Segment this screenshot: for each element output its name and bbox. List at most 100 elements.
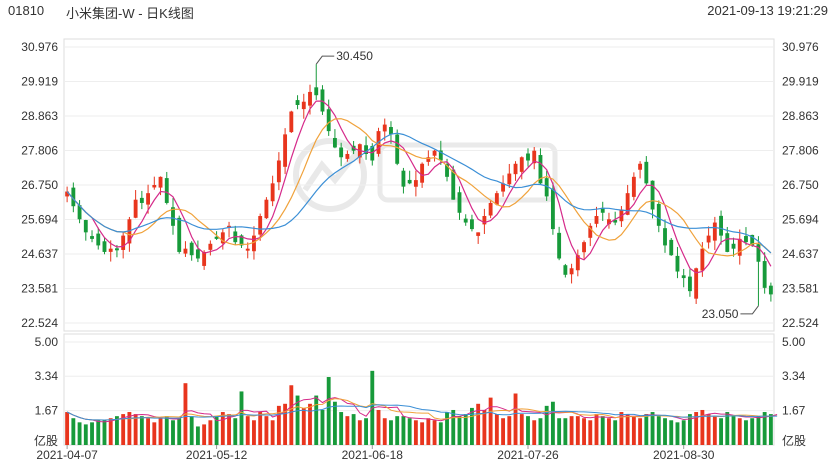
price-tick-label-left: 23.581	[21, 281, 58, 295]
volume-bar	[712, 416, 717, 445]
candle-body	[326, 109, 331, 132]
volume-bar	[295, 395, 300, 445]
candle-body	[276, 160, 281, 183]
x-tick-label: 2021-07-26	[497, 448, 559, 462]
volume-tick-label-right: 5.00	[782, 335, 806, 349]
volume-bar	[102, 420, 107, 445]
volume-bar	[301, 407, 306, 445]
candle-body	[301, 101, 306, 110]
volume-bar	[357, 420, 362, 445]
volume-bar	[744, 420, 748, 445]
volume-bar	[432, 420, 437, 445]
candle-body	[96, 233, 101, 246]
volume-bar	[189, 416, 194, 445]
price-tick-label-left: 30.976	[21, 40, 58, 54]
candle-body	[519, 157, 524, 172]
volume-bar	[345, 416, 350, 445]
candle-body	[77, 205, 82, 220]
candle-body	[494, 193, 499, 205]
x-tick-label: 2021-04-07	[36, 448, 98, 462]
volume-bar	[470, 407, 474, 445]
volume-bar	[413, 420, 418, 445]
candle-body	[395, 134, 400, 164]
volume-bar	[127, 412, 132, 445]
candle-body	[756, 244, 761, 262]
volume-bar	[351, 414, 356, 445]
volume-bar	[227, 414, 231, 445]
x-tick-label: 2021-06-18	[342, 448, 404, 462]
volume-bar	[289, 385, 294, 445]
volume-bar	[625, 414, 630, 445]
candle-body	[457, 192, 462, 213]
volume-bar	[607, 418, 611, 445]
volume-bar	[121, 414, 126, 445]
volume-bar	[550, 401, 555, 445]
candle-body	[638, 163, 643, 170]
candle-body	[588, 225, 593, 238]
volume-tick-label-left: 5.00	[35, 335, 59, 349]
volume-bar	[195, 426, 200, 445]
candle-body	[501, 183, 506, 192]
candle-body	[245, 248, 250, 251]
price-tick-label-right: 30.976	[782, 40, 819, 54]
volume-bar	[214, 416, 219, 445]
volume-bar	[177, 418, 182, 445]
candle-body	[364, 145, 368, 154]
candle-body	[550, 188, 555, 230]
volume-bar	[488, 397, 493, 445]
volume-tick-label-left: 1.67	[35, 404, 59, 418]
candle-body	[83, 220, 88, 233]
candle-body	[687, 276, 692, 292]
candle-body	[650, 180, 655, 210]
candle-body	[295, 100, 300, 105]
candle-body	[90, 236, 94, 239]
volume-bar	[283, 403, 288, 445]
annotation-low-label: 23.050	[702, 307, 739, 321]
volume-bar	[407, 418, 412, 445]
ma20-line	[66, 132, 772, 254]
candle-body	[432, 150, 437, 156]
candle-body	[115, 248, 119, 251]
volume-bar	[71, 418, 76, 445]
volume-bar	[115, 416, 119, 445]
candle-body	[488, 202, 493, 216]
candle-body	[594, 216, 599, 224]
volume-bar	[245, 416, 250, 445]
candle-body	[725, 233, 730, 252]
price-tick-label-left: 26.750	[21, 178, 58, 192]
candle-body	[557, 232, 562, 259]
candle-body	[121, 235, 126, 250]
volume-bar	[457, 416, 462, 445]
volume-bar	[650, 412, 655, 445]
volume-bar	[719, 418, 723, 445]
candle-body	[133, 199, 138, 218]
candle-body	[171, 207, 175, 226]
volume-bar	[694, 412, 699, 445]
candle-body	[220, 232, 225, 244]
candle-body	[463, 218, 468, 223]
volume-tick-label-right: 1.67	[782, 404, 806, 418]
volume-bar	[507, 416, 512, 445]
candle-body	[314, 87, 319, 96]
price-tick-label-right: 22.524	[782, 316, 819, 330]
candle-body	[146, 193, 151, 205]
candle-body	[538, 155, 543, 184]
candle-body	[420, 163, 425, 183]
volume-bar	[501, 418, 506, 445]
volume-bar	[308, 403, 312, 445]
candle-body	[607, 219, 611, 225]
volume-bar	[544, 405, 549, 445]
candle-body	[719, 215, 723, 236]
volume-bar	[320, 409, 325, 445]
volume-bar	[445, 412, 449, 445]
candle-body	[108, 248, 113, 252]
volume-bar	[401, 416, 406, 445]
volume-bar	[557, 418, 562, 445]
candle-body	[202, 251, 207, 266]
volume-bar	[563, 418, 568, 445]
candle-body	[675, 255, 680, 272]
volume-bar	[164, 416, 169, 445]
volume-bar	[582, 418, 586, 445]
candle-body	[283, 134, 288, 167]
volume-tick-label-left: 亿股	[34, 433, 58, 448]
